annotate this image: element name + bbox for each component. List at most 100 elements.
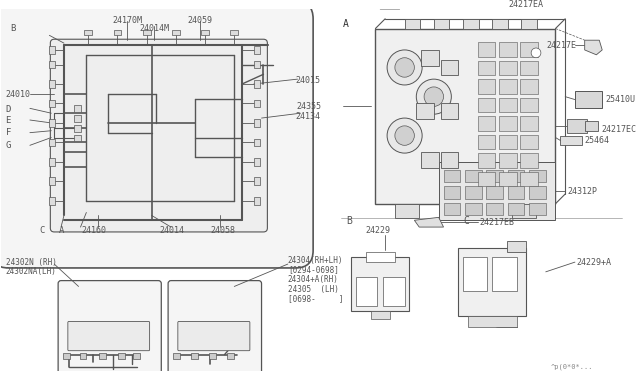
- Bar: [512, 204, 536, 218]
- Bar: [438, 162, 556, 220]
- Bar: [520, 97, 538, 112]
- Bar: [444, 186, 460, 199]
- Bar: [49, 80, 55, 88]
- Bar: [520, 135, 538, 149]
- Bar: [74, 105, 81, 112]
- Bar: [172, 31, 180, 35]
- FancyBboxPatch shape: [178, 321, 250, 351]
- Bar: [477, 97, 495, 112]
- Bar: [253, 177, 260, 185]
- Bar: [463, 19, 479, 29]
- Circle shape: [424, 87, 444, 106]
- Bar: [230, 31, 238, 35]
- Bar: [520, 61, 538, 75]
- Circle shape: [395, 126, 414, 145]
- Text: 24058: 24058: [210, 227, 235, 235]
- Circle shape: [416, 79, 451, 114]
- Bar: [99, 353, 106, 359]
- Bar: [499, 79, 516, 94]
- Bar: [351, 257, 410, 311]
- Bar: [84, 31, 92, 35]
- Text: B: B: [10, 24, 16, 33]
- Circle shape: [531, 48, 541, 58]
- Bar: [253, 158, 260, 166]
- Text: 24302NA(LH): 24302NA(LH): [6, 267, 56, 276]
- Bar: [74, 125, 81, 132]
- Bar: [477, 171, 495, 186]
- Bar: [133, 353, 140, 359]
- Text: C: C: [40, 227, 45, 235]
- Bar: [201, 31, 209, 35]
- Text: 24217EC: 24217EC: [601, 125, 636, 134]
- Bar: [440, 60, 458, 75]
- Bar: [465, 170, 481, 182]
- Text: 24302N (RH): 24302N (RH): [6, 258, 56, 267]
- FancyBboxPatch shape: [51, 39, 268, 232]
- Bar: [486, 170, 503, 182]
- Text: G: G: [6, 141, 11, 150]
- Text: 24170M: 24170M: [113, 16, 143, 25]
- Bar: [383, 277, 404, 306]
- Bar: [499, 42, 516, 57]
- Circle shape: [387, 118, 422, 153]
- Bar: [465, 186, 481, 199]
- Text: 24304+A(RH): 24304+A(RH): [288, 275, 339, 284]
- Bar: [74, 135, 81, 141]
- Bar: [49, 61, 55, 68]
- Bar: [356, 277, 378, 306]
- Bar: [465, 203, 481, 215]
- FancyBboxPatch shape: [0, 1, 313, 268]
- Bar: [371, 311, 390, 318]
- Bar: [49, 100, 55, 108]
- Bar: [520, 42, 538, 57]
- Text: A: A: [59, 227, 65, 235]
- Bar: [477, 153, 495, 168]
- Text: ^p(0*0*...: ^p(0*0*...: [550, 364, 593, 371]
- Bar: [492, 19, 508, 29]
- Bar: [209, 353, 216, 359]
- Bar: [499, 116, 516, 131]
- Bar: [507, 241, 526, 252]
- Bar: [477, 42, 495, 57]
- Bar: [49, 158, 55, 166]
- Text: 24229: 24229: [365, 227, 390, 235]
- Bar: [143, 31, 150, 35]
- Text: A: A: [343, 19, 349, 29]
- Circle shape: [387, 50, 422, 85]
- Polygon shape: [585, 40, 602, 55]
- Text: 24014: 24014: [159, 227, 184, 235]
- Bar: [253, 100, 260, 108]
- Bar: [522, 19, 537, 29]
- Bar: [499, 153, 516, 168]
- Bar: [486, 186, 503, 199]
- Bar: [113, 31, 122, 35]
- Bar: [585, 121, 598, 131]
- Bar: [253, 80, 260, 88]
- Bar: [49, 197, 55, 205]
- Bar: [365, 252, 395, 262]
- Text: 24217EA: 24217EA: [509, 0, 544, 9]
- Text: 24134: 24134: [296, 112, 321, 121]
- Bar: [421, 152, 438, 168]
- Bar: [477, 135, 495, 149]
- Bar: [49, 46, 55, 54]
- Bar: [468, 316, 516, 327]
- Bar: [118, 353, 125, 359]
- Bar: [520, 153, 538, 168]
- Bar: [486, 203, 503, 215]
- Bar: [376, 29, 556, 204]
- Text: [0294-0698]: [0294-0698]: [288, 265, 339, 275]
- Bar: [440, 103, 458, 119]
- FancyBboxPatch shape: [68, 321, 150, 351]
- Text: 24160: 24160: [81, 227, 106, 235]
- Bar: [191, 353, 198, 359]
- Text: 24312P: 24312P: [567, 187, 597, 196]
- Text: C: C: [463, 216, 469, 226]
- Bar: [520, 171, 538, 186]
- Text: 24355: 24355: [297, 102, 322, 111]
- FancyBboxPatch shape: [58, 280, 161, 372]
- Bar: [421, 50, 438, 65]
- Bar: [444, 170, 460, 182]
- Bar: [49, 138, 55, 146]
- Bar: [508, 203, 524, 215]
